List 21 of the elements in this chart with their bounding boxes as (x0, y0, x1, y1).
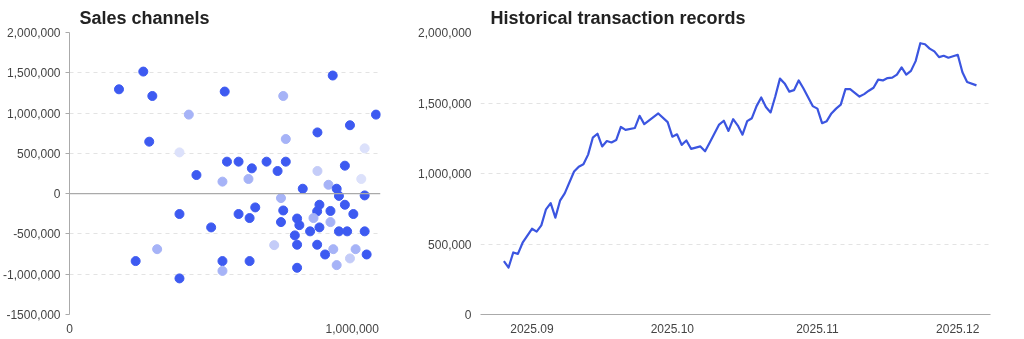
y-tick-label: 2,000,000 (418, 26, 472, 40)
x-tick-label: 2025.09 (510, 321, 554, 336)
x-tick-label: 2025.10 (650, 321, 695, 336)
x-tick-label: 2025.11 (796, 321, 839, 336)
y-tick-label: 0 (53, 187, 61, 202)
y-tick-label: -500,000 (13, 227, 61, 242)
y-tick-label: 1,000,000 (7, 106, 61, 121)
y-tick-label: 0 (464, 308, 472, 322)
y-tick-label: 1,500,000 (7, 66, 61, 81)
x-tick-label: 0 (66, 321, 74, 336)
x-tick-label: 2025.12 (936, 321, 980, 336)
y-tick-label: 500,000 (17, 146, 61, 161)
chart-title: Historical transaction records (490, 7, 746, 28)
y-tick-label: -1500,000 (6, 308, 61, 322)
y-tick-label: -1,000,000 (3, 267, 61, 282)
y-tick-label: 1,000,000 (418, 167, 472, 181)
y-tick-label: 1,500,000 (418, 96, 472, 111)
chart-title: Sales channels (79, 7, 210, 28)
y-tick-label: 500,000 (428, 237, 472, 252)
x-tick-label: 1,000,000 (325, 321, 380, 336)
y-tick-label: 2,000,000 (7, 26, 61, 40)
